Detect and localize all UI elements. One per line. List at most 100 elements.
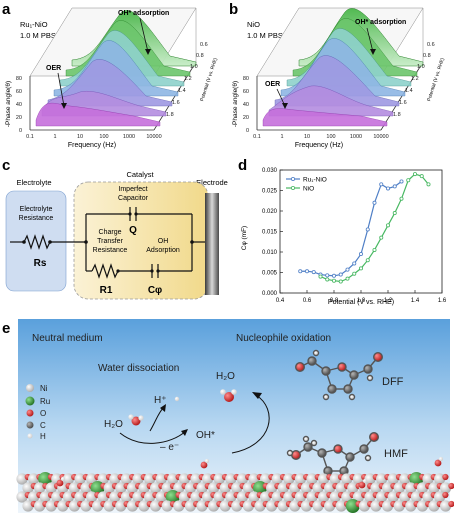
ni-atom (190, 473, 202, 485)
panel-b-ztick: 0.6 (427, 42, 435, 48)
ni-atom (376, 473, 388, 485)
ni-atom (422, 491, 434, 503)
panel-a-xtick: 1 (53, 134, 56, 140)
ni-atom (428, 482, 440, 494)
electrode-bar (205, 193, 219, 295)
ni-atom (138, 500, 150, 512)
panel-a-ztick: 0.6 (200, 42, 208, 48)
series-point (426, 182, 431, 187)
series-point (379, 182, 384, 187)
adsorbed-oh-h-atom (60, 476, 66, 482)
ni-atom (382, 482, 394, 494)
electrode-title: Electrode (196, 178, 228, 187)
panel-b-ytick: 0 (246, 128, 249, 134)
legend-ni-atom (26, 384, 34, 392)
catalyst-title: Catalyst (126, 170, 154, 179)
panel-a-ytick: 60 (16, 89, 22, 95)
ni-atom (335, 500, 347, 512)
panel-b-ztick: 1.8 (393, 112, 401, 118)
y-tick-label: 0.005 (262, 271, 278, 277)
panel-b-xlabel: Frequency (Hz) (295, 142, 343, 149)
ni-atom (74, 491, 86, 503)
cphi-symbol: Cφ (148, 285, 162, 296)
x-tick-label: 1.4 (411, 298, 420, 304)
ni-atom (22, 500, 34, 512)
water-dissociation-label: Water dissociation (98, 363, 179, 374)
ni-atom (294, 473, 306, 485)
series-point (392, 211, 397, 216)
ni-atom (434, 491, 446, 503)
panel-d-xlabel: Potential (V vs. RHE) (328, 299, 394, 306)
oxidation-arrow (231, 394, 270, 454)
series-point (345, 276, 350, 281)
panel-b-xtick: 10 (304, 134, 310, 140)
adsorbed-oh-o-atom (200, 461, 208, 469)
o-atom (448, 500, 454, 508)
adsorbed-oh-h-atom (438, 456, 444, 462)
panel-a-ytick: 20 (16, 115, 22, 121)
nucleophile-oxidation-label: Nucleophile oxidation (236, 333, 331, 344)
ni-atom (74, 473, 86, 485)
h2o-reactant-label: H₂O (104, 419, 123, 430)
ni-atom (109, 491, 121, 503)
ni-atom (45, 500, 57, 512)
h2o-product-label: H₂O (216, 371, 235, 382)
ni-atom (306, 473, 318, 485)
ni-atom (184, 500, 196, 512)
dff-molecule (295, 349, 384, 401)
water-molecule-reactant (128, 414, 144, 426)
ni-atom (109, 473, 121, 485)
ni-atom (434, 473, 446, 485)
ni-atom (196, 500, 208, 512)
ni-atom (97, 491, 109, 503)
ni-atom (254, 500, 266, 512)
ni-atom (271, 473, 283, 485)
ni-atom (132, 473, 144, 485)
ni-atom (300, 482, 312, 494)
series-point (345, 267, 350, 272)
series-point (385, 186, 390, 191)
ni-atom (132, 491, 144, 503)
series-line (300, 180, 402, 277)
ni-atom (115, 500, 127, 512)
x-tick-label: 0.8 (330, 298, 339, 304)
ni-atom (277, 482, 289, 494)
adsorbed-oh-o-atom (434, 459, 442, 467)
x-tick-label: 0.4 (276, 298, 285, 304)
ni-atom (405, 482, 417, 494)
proton-atom (174, 396, 180, 402)
series-point (372, 247, 377, 252)
ni-atom (387, 473, 399, 485)
panel-a-xtick: 1000 (123, 134, 135, 140)
ni-atom (370, 482, 382, 494)
y-tick-label: 0.015 (262, 230, 278, 236)
ni-atom (347, 482, 359, 494)
ni-atom (184, 482, 196, 494)
panel-b-sample-label: NiO (247, 20, 260, 29)
series-line (320, 173, 429, 283)
panel-a-xtick: 100 (99, 134, 108, 140)
ni-atom (173, 500, 185, 512)
ni-atom (213, 473, 225, 485)
panel-b: b NiO 1.0 M PBS OH* adsorption OER 0 20 … (229, 1, 446, 149)
legend-c-atom (26, 421, 34, 429)
series-point (332, 278, 337, 283)
q-symbol: Q (129, 225, 137, 236)
ni-atom (329, 491, 341, 503)
panel-b-ztick: 1.0 (417, 64, 425, 70)
legend-marker (291, 185, 296, 190)
ni-atom (324, 482, 336, 494)
h-plus-label: H⁺ (154, 395, 167, 406)
panel-b-ztick: 1.4 (405, 88, 413, 94)
ni-atom (266, 500, 278, 512)
ni-atom (126, 482, 138, 494)
panel-a-surface (35, 10, 197, 127)
series-point (305, 269, 310, 274)
adsorbed-oh-o-atom (358, 481, 366, 489)
panel-b-low-label: OER (265, 81, 280, 88)
series-point (392, 184, 397, 189)
cphi-label-line1: OH (158, 238, 169, 245)
ni-atom (329, 473, 341, 485)
panel-c: c Electrolyte Catalyst Electrode Electro… (2, 158, 228, 300)
y-tick-label: 0.030 (262, 168, 278, 174)
